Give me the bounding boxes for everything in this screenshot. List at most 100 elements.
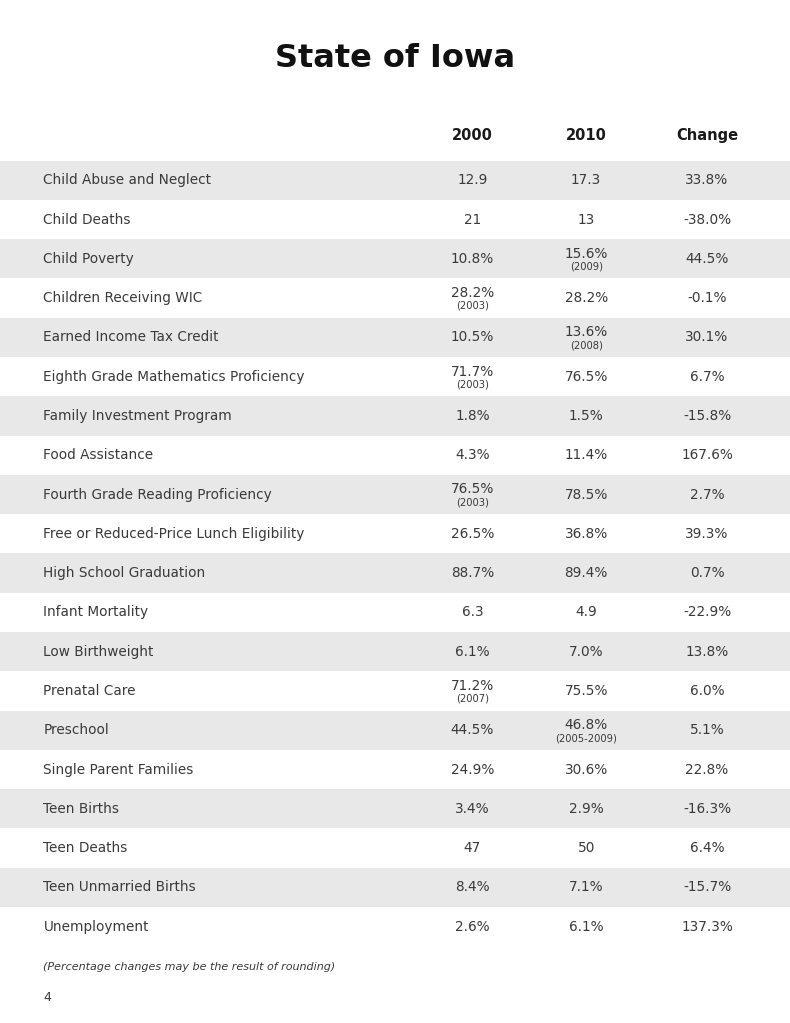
Text: Fourth Grade Reading Proficiency: Fourth Grade Reading Proficiency <box>43 488 273 501</box>
Text: 22.8%: 22.8% <box>686 762 728 776</box>
Text: 50: 50 <box>577 841 595 855</box>
Text: 137.3%: 137.3% <box>681 920 733 934</box>
Text: Change: Change <box>676 128 738 142</box>
Text: Food Assistance: Food Assistance <box>43 448 153 462</box>
Text: Earned Income Tax Credit: Earned Income Tax Credit <box>43 330 219 345</box>
Text: 24.9%: 24.9% <box>451 762 494 776</box>
Text: Infant Mortality: Infant Mortality <box>43 606 149 619</box>
Text: 2000: 2000 <box>452 128 493 142</box>
Text: 6.1%: 6.1% <box>569 920 604 934</box>
Text: 17.3: 17.3 <box>571 173 601 187</box>
Text: -16.3%: -16.3% <box>683 802 731 815</box>
Text: 2.9%: 2.9% <box>569 802 604 815</box>
Text: 88.7%: 88.7% <box>451 566 494 580</box>
Text: 2010: 2010 <box>566 128 607 142</box>
Text: -15.7%: -15.7% <box>683 881 732 894</box>
Text: 71.7%: 71.7% <box>451 364 494 379</box>
Text: High School Graduation: High School Graduation <box>43 566 205 580</box>
Text: 7.1%: 7.1% <box>569 881 604 894</box>
Text: 0.7%: 0.7% <box>690 566 724 580</box>
Text: Child Abuse and Neglect: Child Abuse and Neglect <box>43 173 212 187</box>
Text: Child Poverty: Child Poverty <box>43 252 134 266</box>
Text: Teen Unmarried Births: Teen Unmarried Births <box>43 881 196 894</box>
Text: 28.2%: 28.2% <box>565 292 608 305</box>
Text: Prenatal Care: Prenatal Care <box>43 684 136 698</box>
Text: 30.1%: 30.1% <box>686 330 728 345</box>
Text: 6.4%: 6.4% <box>690 841 724 855</box>
Bar <box>0 396 790 436</box>
Text: 11.4%: 11.4% <box>565 448 608 462</box>
Text: 10.8%: 10.8% <box>451 252 494 266</box>
Text: 10.5%: 10.5% <box>451 330 494 345</box>
Text: 28.2%: 28.2% <box>451 286 494 300</box>
Text: (2003): (2003) <box>456 380 489 390</box>
Bar <box>0 318 790 357</box>
Text: (2005-2009): (2005-2009) <box>555 733 617 743</box>
Text: 33.8%: 33.8% <box>686 173 728 187</box>
Text: 75.5%: 75.5% <box>564 684 608 698</box>
Bar <box>0 553 790 592</box>
Text: 2.6%: 2.6% <box>455 920 490 934</box>
Text: (2008): (2008) <box>570 341 603 350</box>
Text: 6.1%: 6.1% <box>455 644 490 659</box>
Bar <box>0 632 790 671</box>
Text: 36.8%: 36.8% <box>565 527 608 541</box>
Text: 2.7%: 2.7% <box>690 488 724 501</box>
Bar <box>0 239 790 278</box>
Text: (2007): (2007) <box>456 694 489 704</box>
Text: Family Investment Program: Family Investment Program <box>43 409 232 422</box>
Text: (2003): (2003) <box>456 301 489 311</box>
Bar <box>0 868 790 907</box>
Text: 39.3%: 39.3% <box>686 527 728 541</box>
Text: 71.2%: 71.2% <box>451 679 494 693</box>
Text: Teen Deaths: Teen Deaths <box>43 841 128 855</box>
Text: 3.4%: 3.4% <box>455 802 490 815</box>
Text: 15.6%: 15.6% <box>565 247 608 261</box>
Text: 26.5%: 26.5% <box>451 527 494 541</box>
Text: 78.5%: 78.5% <box>565 488 608 501</box>
Text: Low Birthweight: Low Birthweight <box>43 644 154 659</box>
Text: Preschool: Preschool <box>43 723 109 738</box>
Text: 89.4%: 89.4% <box>565 566 608 580</box>
Text: -38.0%: -38.0% <box>683 213 731 226</box>
Text: 12.9: 12.9 <box>457 173 487 187</box>
Text: 76.5%: 76.5% <box>451 483 494 496</box>
Text: (2009): (2009) <box>570 262 603 272</box>
Text: 5.1%: 5.1% <box>690 723 724 738</box>
Text: Unemployment: Unemployment <box>43 920 149 934</box>
Bar <box>0 711 790 750</box>
Text: (2003): (2003) <box>456 497 489 507</box>
Text: 13: 13 <box>577 213 595 226</box>
Text: Children Receiving WIC: Children Receiving WIC <box>43 292 203 305</box>
Bar <box>0 789 790 829</box>
Text: 47: 47 <box>464 841 481 855</box>
Text: 44.5%: 44.5% <box>686 252 728 266</box>
Text: State of Iowa: State of Iowa <box>275 43 515 74</box>
Bar <box>0 475 790 515</box>
Text: Child Deaths: Child Deaths <box>43 213 131 226</box>
Text: 4.3%: 4.3% <box>455 448 490 462</box>
Text: 21: 21 <box>464 213 481 226</box>
Text: 76.5%: 76.5% <box>565 369 608 384</box>
Text: -15.8%: -15.8% <box>683 409 732 422</box>
Text: Single Parent Families: Single Parent Families <box>43 762 194 776</box>
Text: 6.7%: 6.7% <box>690 369 724 384</box>
Text: 13.6%: 13.6% <box>565 325 608 340</box>
Text: Free or Reduced-Price Lunch Eligibility: Free or Reduced-Price Lunch Eligibility <box>43 527 305 541</box>
Text: 4: 4 <box>43 991 51 1004</box>
Text: Teen Births: Teen Births <box>43 802 119 815</box>
Text: 4.9: 4.9 <box>575 606 597 619</box>
Text: 6.0%: 6.0% <box>690 684 724 698</box>
Text: 44.5%: 44.5% <box>451 723 494 738</box>
Text: 6.3: 6.3 <box>461 606 483 619</box>
Text: 167.6%: 167.6% <box>681 448 733 462</box>
Text: 1.5%: 1.5% <box>569 409 604 422</box>
Text: -0.1%: -0.1% <box>687 292 727 305</box>
Bar <box>0 161 790 199</box>
Text: Eighth Grade Mathematics Proficiency: Eighth Grade Mathematics Proficiency <box>43 369 305 384</box>
Text: (Percentage changes may be the result of rounding): (Percentage changes may be the result of… <box>43 962 336 972</box>
Text: 1.8%: 1.8% <box>455 409 490 422</box>
Text: 46.8%: 46.8% <box>565 718 608 732</box>
Text: 7.0%: 7.0% <box>569 644 604 659</box>
Text: 30.6%: 30.6% <box>565 762 608 776</box>
